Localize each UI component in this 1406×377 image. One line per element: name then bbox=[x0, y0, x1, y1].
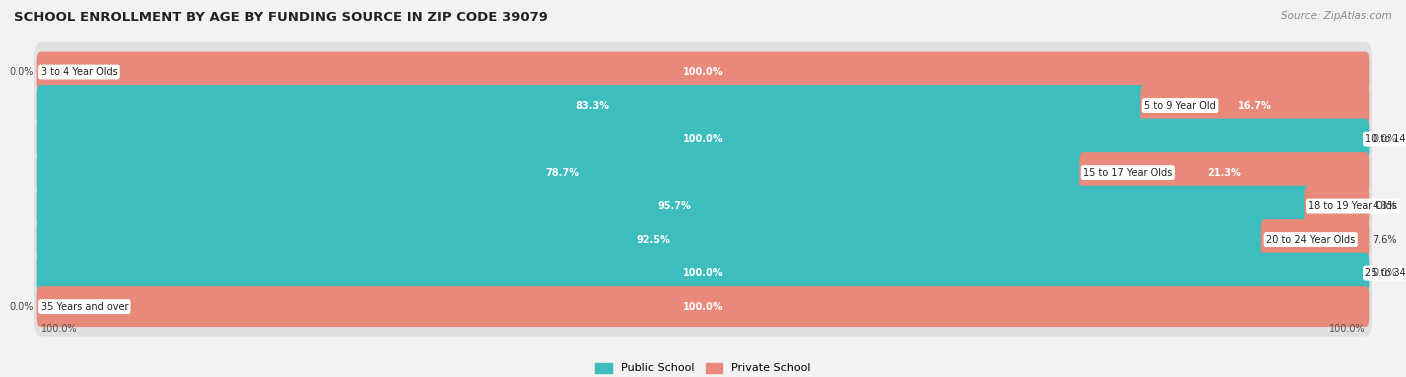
Text: 100.0%: 100.0% bbox=[1329, 325, 1365, 334]
FancyBboxPatch shape bbox=[34, 277, 1372, 336]
Text: 35 Years and over: 35 Years and over bbox=[41, 302, 128, 312]
Text: 21.3%: 21.3% bbox=[1208, 168, 1241, 178]
FancyBboxPatch shape bbox=[34, 210, 1372, 270]
Text: 100.0%: 100.0% bbox=[41, 325, 77, 334]
Text: 78.7%: 78.7% bbox=[546, 168, 579, 178]
FancyBboxPatch shape bbox=[37, 85, 1149, 126]
Text: 0.0%: 0.0% bbox=[10, 67, 34, 77]
Text: 25 to 34 Year Olds: 25 to 34 Year Olds bbox=[1365, 268, 1406, 278]
FancyBboxPatch shape bbox=[37, 119, 1369, 159]
Text: 100.0%: 100.0% bbox=[683, 268, 723, 278]
Text: 18 to 19 Year Olds: 18 to 19 Year Olds bbox=[1309, 201, 1398, 211]
FancyBboxPatch shape bbox=[1305, 185, 1369, 227]
Legend: Public School, Private School: Public School, Private School bbox=[591, 358, 815, 377]
Text: 92.5%: 92.5% bbox=[637, 234, 671, 245]
Text: 0.0%: 0.0% bbox=[10, 302, 34, 312]
Text: 0.0%: 0.0% bbox=[1372, 134, 1396, 144]
Text: SCHOOL ENROLLMENT BY AGE BY FUNDING SOURCE IN ZIP CODE 39079: SCHOOL ENROLLMENT BY AGE BY FUNDING SOUR… bbox=[14, 11, 548, 24]
Text: 0.0%: 0.0% bbox=[1372, 268, 1396, 278]
FancyBboxPatch shape bbox=[1140, 85, 1369, 126]
FancyBboxPatch shape bbox=[37, 286, 1369, 327]
Text: 15 to 17 Year Olds: 15 to 17 Year Olds bbox=[1083, 168, 1173, 178]
Text: 10 to 14 Year Olds: 10 to 14 Year Olds bbox=[1365, 134, 1406, 144]
Text: 4.3%: 4.3% bbox=[1372, 201, 1396, 211]
Text: 100.0%: 100.0% bbox=[683, 67, 723, 77]
Text: 100.0%: 100.0% bbox=[683, 302, 723, 312]
FancyBboxPatch shape bbox=[34, 243, 1372, 303]
Text: Source: ZipAtlas.com: Source: ZipAtlas.com bbox=[1281, 11, 1392, 21]
FancyBboxPatch shape bbox=[34, 176, 1372, 236]
FancyBboxPatch shape bbox=[37, 52, 1369, 92]
Text: 7.6%: 7.6% bbox=[1372, 234, 1396, 245]
FancyBboxPatch shape bbox=[37, 253, 1369, 294]
Text: 95.7%: 95.7% bbox=[658, 201, 692, 211]
FancyBboxPatch shape bbox=[34, 109, 1372, 169]
Text: 100.0%: 100.0% bbox=[683, 134, 723, 144]
Text: 3 to 4 Year Olds: 3 to 4 Year Olds bbox=[41, 67, 117, 77]
FancyBboxPatch shape bbox=[34, 143, 1372, 202]
FancyBboxPatch shape bbox=[37, 152, 1087, 193]
Text: 20 to 24 Year Olds: 20 to 24 Year Olds bbox=[1265, 234, 1355, 245]
FancyBboxPatch shape bbox=[34, 76, 1372, 135]
Text: 16.7%: 16.7% bbox=[1237, 101, 1271, 110]
FancyBboxPatch shape bbox=[1261, 219, 1369, 260]
Text: 5 to 9 Year Old: 5 to 9 Year Old bbox=[1144, 101, 1216, 110]
FancyBboxPatch shape bbox=[37, 219, 1270, 260]
Text: 83.3%: 83.3% bbox=[575, 101, 609, 110]
FancyBboxPatch shape bbox=[37, 185, 1312, 227]
FancyBboxPatch shape bbox=[34, 42, 1372, 102]
FancyBboxPatch shape bbox=[1080, 152, 1369, 193]
